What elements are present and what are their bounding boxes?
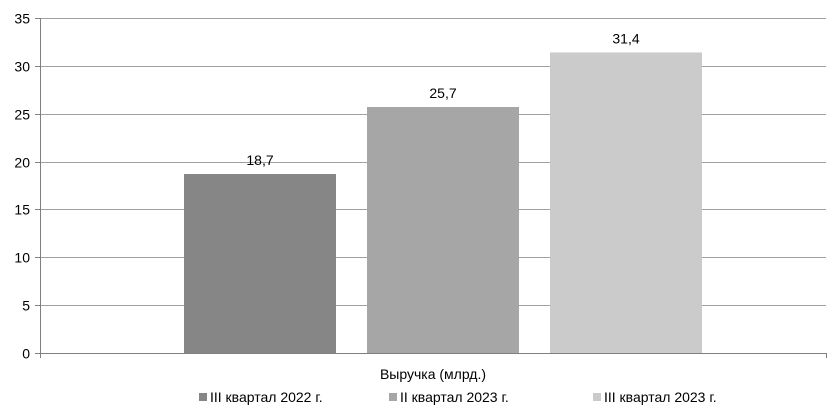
- bar: [367, 107, 519, 353]
- bar: [550, 52, 702, 353]
- legend-swatch: [593, 393, 601, 401]
- y-axis-tick-labels: 0 5 10 15 20 25 30 35: [14, 11, 30, 362]
- legend-label: III квартал 2023 г.: [604, 389, 717, 405]
- legend-swatch: [199, 393, 207, 401]
- data-label: 25,7: [429, 85, 456, 101]
- y-tick-label: 35: [14, 11, 30, 27]
- x-axis-category-labels: Выручка (млрд.): [380, 366, 486, 382]
- legend: III квартал 2022 г. II квартал 2023 г. III…: [199, 389, 717, 405]
- bars: [184, 52, 702, 353]
- y-tick-label: 25: [14, 107, 30, 123]
- y-tick-label: 15: [14, 202, 30, 218]
- x-category-label: Выручка (млрд.): [380, 366, 486, 382]
- legend-label: II квартал 2023 г.: [400, 389, 509, 405]
- legend-swatch: [389, 393, 397, 401]
- data-label: 18,7: [246, 152, 273, 168]
- y-tick-label: 0: [22, 346, 30, 362]
- y-tick-label: 10: [14, 250, 30, 266]
- legend-item: II квартал 2023 г.: [389, 389, 509, 405]
- legend-item: III квартал 2023 г.: [593, 389, 717, 405]
- y-tick-label: 5: [22, 298, 30, 314]
- axes: [35, 18, 827, 358]
- bar: [184, 174, 336, 353]
- data-label: 31,4: [612, 30, 639, 46]
- legend-item: III квартал 2022 г.: [199, 389, 323, 405]
- data-labels: 18,7 25,7 31,4: [246, 30, 639, 168]
- legend-label: III квартал 2022 г.: [210, 389, 323, 405]
- y-tick-label: 30: [14, 59, 30, 75]
- y-tick-label: 20: [14, 155, 30, 171]
